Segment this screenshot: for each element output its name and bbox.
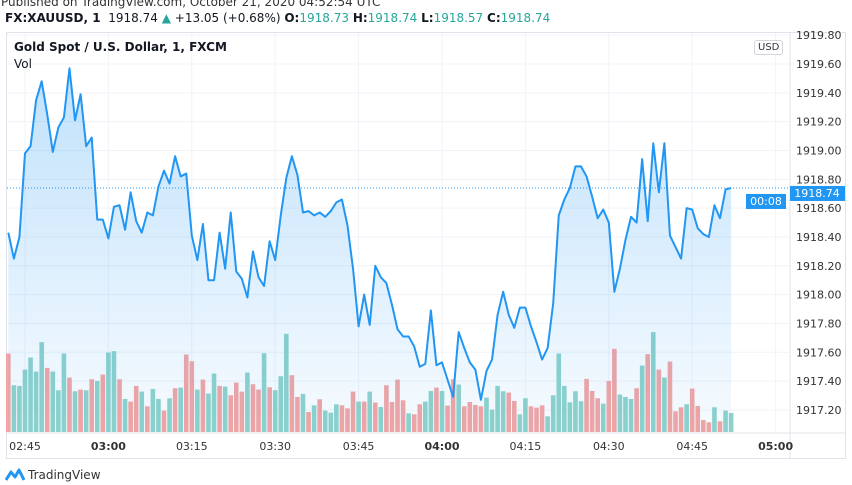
price-tick-label: 1917.20 xyxy=(796,404,842,417)
time-tick-label: 03:30 xyxy=(259,440,291,453)
bar-countdown: 00:08 xyxy=(750,195,782,208)
price-tick-label: 1917.40 xyxy=(796,375,842,388)
time-tick-label: 04:30 xyxy=(593,440,625,453)
price-line xyxy=(7,67,732,401)
price-axis: 1919.80 1919.60 1919.40 1919.20 1919.00 1918.… xyxy=(796,29,842,417)
symbol-header: FX:XAUUSD, 1 1918.74 ▲ +13.05 (+0.68%) O… xyxy=(5,11,550,25)
time-tick-label: 04:00 xyxy=(424,440,459,453)
price-tick-label: 1917.60 xyxy=(796,346,842,359)
close-value: 1918.74 xyxy=(500,11,551,25)
open-label: O: xyxy=(284,11,300,25)
price-area-fill xyxy=(8,68,732,433)
triangle-up-icon: ▲ xyxy=(161,11,171,25)
last-price-badge: 1918.74 00:08 xyxy=(746,185,845,209)
volume-legend: Vol xyxy=(14,57,32,71)
price-tick-label: 1918.60 xyxy=(796,202,842,215)
price-change: +13.05 (+0.68%) xyxy=(174,11,281,25)
time-tick-label: 05:00 xyxy=(758,440,793,453)
close-label: C: xyxy=(487,11,501,25)
high-value: 1918.74 xyxy=(367,11,418,25)
open-value: 1918.73 xyxy=(299,11,349,25)
low-label: L: xyxy=(421,11,434,25)
chart-legend-title: Gold Spot / U.S. Dollar, 1, FXCM xyxy=(14,40,227,54)
price-tick-label: 1918.80 xyxy=(796,173,842,186)
time-tick-label: 03:45 xyxy=(343,440,375,453)
low-value: 1918.57 xyxy=(433,11,484,25)
brand-name: TradingView xyxy=(28,468,101,482)
tradingview-logo-icon xyxy=(5,468,25,481)
published-caption: Published on TradingView.com, October 21… xyxy=(1,0,381,9)
chart-frame xyxy=(6,32,846,459)
price-tick-label: 1919.20 xyxy=(796,116,842,129)
symbol-name: FX:XAUUSD, 1 xyxy=(5,11,101,25)
tradingview-logo[interactable]: TradingView xyxy=(5,468,101,482)
price-tick-label: 1919.60 xyxy=(796,58,842,71)
price-tick-label: 1918.40 xyxy=(796,231,842,244)
price-tick-label: 1917.80 xyxy=(796,317,842,330)
price-tick-label: 1918.00 xyxy=(796,289,842,302)
price-tick-label: 1919.80 xyxy=(796,29,842,42)
last-price: 1918.74 xyxy=(108,11,158,25)
time-tick-label: 03:15 xyxy=(176,440,208,453)
time-tick-label: 04:45 xyxy=(676,440,708,453)
time-tick-label: 03:00 xyxy=(91,440,126,453)
time-tick-label: 02:45 xyxy=(9,440,41,453)
time-tick-label: 04:15 xyxy=(510,440,542,453)
time-axis: 02:45 03:00 03:15 03:30 03:45 04:00 04:15 04:30… xyxy=(9,440,793,453)
price-tick-label: 1919.00 xyxy=(796,144,842,157)
price-tick-label: 1918.20 xyxy=(796,260,842,273)
currency-label[interactable]: USD xyxy=(754,40,784,55)
price-tick-label: 1919.40 xyxy=(796,87,842,100)
high-label: H: xyxy=(352,11,368,25)
last-price-label: 1918.74 xyxy=(794,187,840,200)
